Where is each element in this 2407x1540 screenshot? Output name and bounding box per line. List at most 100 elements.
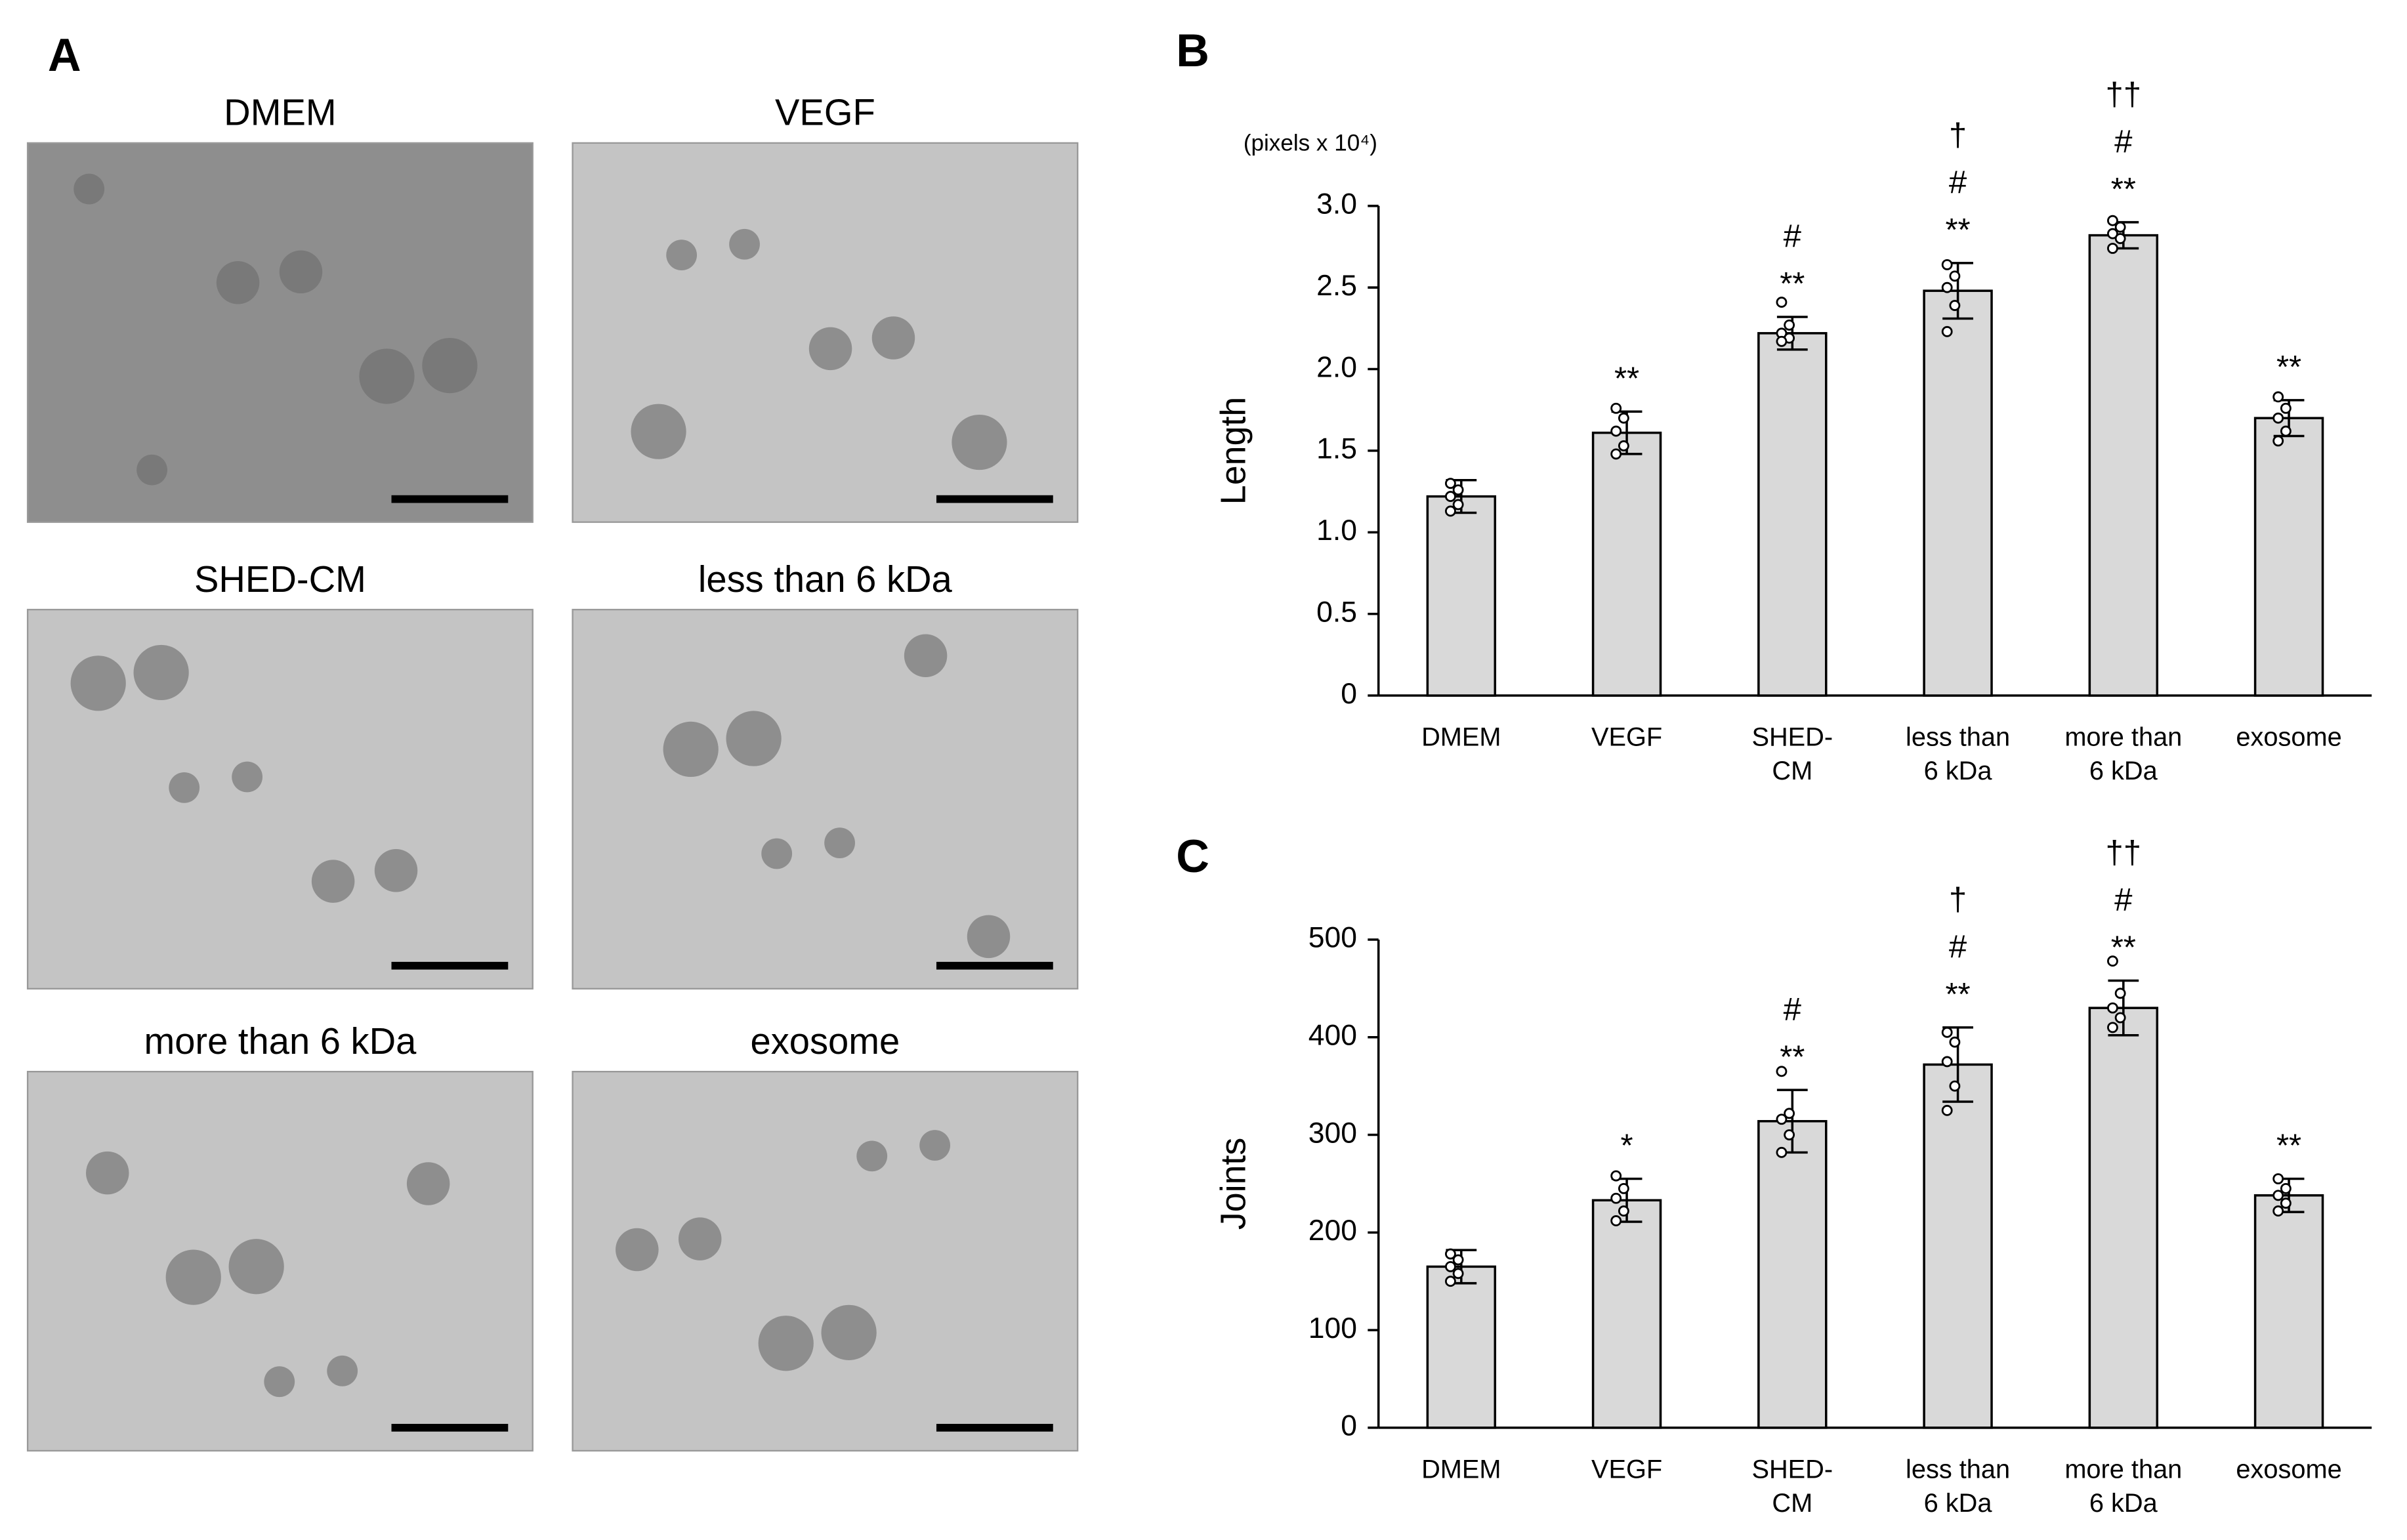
x-tick-label: VEGF: [1591, 722, 1662, 751]
cell-cluster: [952, 414, 1007, 470]
cell-cluster: [279, 250, 323, 294]
data-point: [2280, 1182, 2292, 1194]
data-point: [2272, 1205, 2284, 1217]
significance-mark: ††: [2106, 835, 2142, 871]
cell-cluster: [678, 1217, 722, 1260]
y-tick-label: 2.0: [1316, 351, 1357, 383]
data-point: [1941, 1056, 1953, 1068]
data-point: [1445, 491, 1456, 502]
cell-cluster: [169, 772, 200, 803]
data-point: [2114, 221, 2126, 233]
image-title: DMEM: [224, 92, 336, 133]
micrograph: [572, 1071, 1079, 1452]
cell-cluster: [758, 1316, 814, 1371]
image-title: exosome: [750, 1020, 900, 1062]
data-point: [1776, 1146, 1788, 1158]
data-point: [1445, 478, 1456, 489]
data-point: [2272, 412, 2284, 424]
data-point: [1445, 1260, 1456, 1272]
bar: [1591, 1199, 1662, 1429]
x-tick-label: SHED-CM: [1751, 1455, 1833, 1517]
cell-cluster: [228, 1239, 284, 1295]
x-tick-label: less than 6 kDa: [1906, 722, 2010, 785]
cell-cluster: [904, 634, 948, 677]
data-point: [2272, 1173, 2284, 1184]
data-point: [2280, 1197, 2292, 1209]
significance-mark: #: [1784, 219, 1802, 255]
data-point: [2107, 228, 2118, 239]
y-tick-label: 200: [1308, 1215, 1357, 1247]
bar: [1757, 1119, 1828, 1429]
cell-cluster: [70, 656, 126, 711]
data-point: [1941, 1026, 1953, 1038]
unit-note: (pixels x 10⁴): [1244, 131, 1377, 156]
cell-cluster: [856, 1140, 888, 1172]
data-point: [2107, 243, 2118, 254]
x-tick-label: VEGF: [1591, 1455, 1662, 1484]
data-point: [1784, 319, 1795, 331]
panel-label: A: [48, 29, 81, 81]
cell-cluster: [374, 848, 418, 892]
bar: [1426, 1265, 1497, 1429]
data-point: [1776, 297, 1788, 308]
data-point: [1941, 259, 1953, 270]
bar: [1757, 332, 1828, 697]
cell-cluster: [422, 337, 478, 394]
data-point: [1452, 1254, 1464, 1266]
panel-label: C: [1176, 830, 1209, 882]
x-tick-label: more than 6 kDa: [2064, 722, 2182, 785]
data-point: [1610, 1215, 1622, 1226]
cell-cluster: [616, 1228, 659, 1272]
data-point: [2107, 215, 2118, 226]
data-point: [2114, 988, 2126, 999]
data-point: [1610, 402, 1622, 414]
bar: [1591, 431, 1662, 697]
y-tick-label: 3.0: [1316, 188, 1357, 220]
bar: [2253, 417, 2324, 697]
bar: [2088, 234, 2159, 697]
cell-cluster: [729, 228, 760, 260]
data-point: [1776, 1113, 1788, 1125]
significance-mark: **: [1945, 213, 1970, 248]
data-point: [1949, 1080, 1961, 1092]
cell-cluster: [824, 827, 855, 859]
data-point: [2280, 402, 2292, 414]
cell-cluster: [871, 316, 915, 360]
data-point: [1941, 325, 1953, 337]
cell-cluster: [761, 838, 793, 869]
data-point: [1445, 1248, 1456, 1260]
y-tick-label: 0: [1341, 1410, 1357, 1442]
significance-mark: #: [1949, 165, 1967, 201]
y-tick-label: 2.5: [1316, 270, 1357, 302]
x-tick-label: exosome: [2236, 1455, 2341, 1484]
data-point: [1776, 1066, 1788, 1077]
data-point: [2272, 391, 2284, 403]
x-tick-label: less than 6 kDa: [1906, 1455, 2010, 1517]
x-tick-label: DMEM: [1421, 722, 1501, 751]
cell-cluster: [165, 1249, 221, 1305]
data-point: [2107, 1022, 2118, 1033]
bar: [2253, 1194, 2324, 1429]
data-point: [1610, 1192, 1622, 1204]
cell-cluster: [631, 404, 686, 459]
data-point: [1618, 412, 1629, 424]
x-tick-label: exosome: [2236, 722, 2341, 751]
cell-cluster: [406, 1162, 450, 1205]
cell-cluster: [967, 915, 1011, 959]
y-tick-label: 0.5: [1316, 596, 1357, 628]
significance-mark: #: [1784, 992, 1802, 1028]
data-point: [2107, 1002, 2118, 1014]
y-axis-label: Length: [1213, 397, 1253, 505]
x-tick-label: DMEM: [1421, 1455, 1501, 1484]
significance-mark: ††: [2106, 77, 2142, 112]
y-tick-label: 300: [1308, 1117, 1357, 1149]
significance-mark: **: [2276, 350, 2301, 385]
significance-mark: #: [2114, 124, 2133, 159]
data-point: [1784, 1129, 1795, 1140]
significance-mark: **: [1780, 1039, 1805, 1075]
data-point: [1618, 1182, 1629, 1194]
micrograph: [26, 142, 534, 523]
data-point: [1941, 281, 1953, 293]
data-point: [1610, 425, 1622, 437]
